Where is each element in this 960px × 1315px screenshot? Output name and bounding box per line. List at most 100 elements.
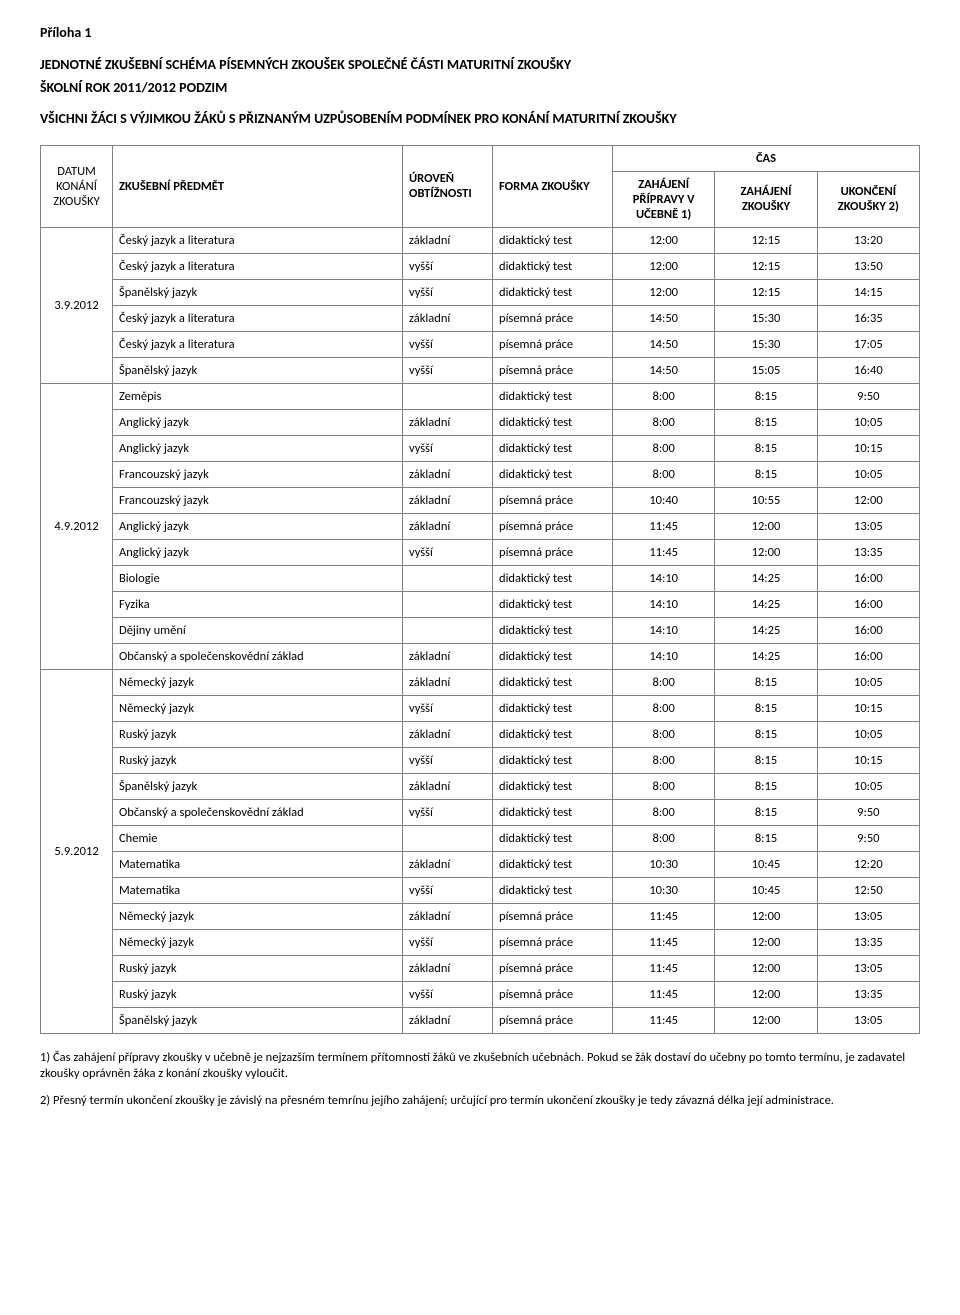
cell-end-exam: 16:00 xyxy=(817,643,919,669)
table-row: Občanský a společenskovědní základzáklad… xyxy=(41,643,920,669)
table-row: Český jazyk a literaturavyššídidaktický … xyxy=(41,253,920,279)
cell-start-exam: 12:00 xyxy=(715,903,817,929)
cell-level: základní xyxy=(403,513,493,539)
cell-subject: Český jazyk a literatura xyxy=(113,305,403,331)
cell-start-exam: 10:45 xyxy=(715,877,817,903)
cell-level: vyšší xyxy=(403,747,493,773)
cell-level: základní xyxy=(403,461,493,487)
cell-start-prep: 14:10 xyxy=(613,565,715,591)
table-row: Anglický jazykzákladnídidaktický test8:0… xyxy=(41,409,920,435)
cell-start-prep: 11:45 xyxy=(613,1007,715,1033)
cell-subject: Zeměpis xyxy=(113,383,403,409)
cell-start-prep: 10:40 xyxy=(613,487,715,513)
cell-start-prep: 10:30 xyxy=(613,877,715,903)
cell-end-exam: 10:05 xyxy=(817,669,919,695)
cell-level: základní xyxy=(403,851,493,877)
cell-start-prep: 8:00 xyxy=(613,825,715,851)
subtitle: ŠKOLNÍ ROK 2011/2012 PODZIM xyxy=(40,79,920,96)
footnotes: 1) Čas zahájení přípravy zkoušky v učebn… xyxy=(40,1050,920,1111)
cell-form: písemná práce xyxy=(493,487,613,513)
cell-start-prep: 8:00 xyxy=(613,799,715,825)
table-row: Anglický jazykzákladnípísemná práce11:45… xyxy=(41,513,920,539)
table-row: Německý jazykzákladnípísemná práce11:451… xyxy=(41,903,920,929)
cell-level xyxy=(403,565,493,591)
cell-start-prep: 11:45 xyxy=(613,981,715,1007)
cell-subject: Francouzský jazyk xyxy=(113,461,403,487)
cell-form: didaktický test xyxy=(493,565,613,591)
cell-start-prep: 8:00 xyxy=(613,695,715,721)
cell-level: vyšší xyxy=(403,357,493,383)
cell-start-exam: 12:15 xyxy=(715,227,817,253)
cell-form: didaktický test xyxy=(493,253,613,279)
cell-start-exam: 14:25 xyxy=(715,617,817,643)
cell-end-exam: 10:05 xyxy=(817,721,919,747)
cell-start-prep: 8:00 xyxy=(613,721,715,747)
cell-form: didaktický test xyxy=(493,617,613,643)
cell-subject: Německý jazyk xyxy=(113,903,403,929)
cell-level: vyšší xyxy=(403,435,493,461)
cell-level: vyšší xyxy=(403,981,493,1007)
cell-form: písemná práce xyxy=(493,955,613,981)
cell-level xyxy=(403,617,493,643)
cell-end-exam: 10:15 xyxy=(817,695,919,721)
cell-subject: Německý jazyk xyxy=(113,695,403,721)
cell-level: vyšší xyxy=(403,331,493,357)
cell-level: základní xyxy=(403,643,493,669)
cell-subject: Ruský jazyk xyxy=(113,981,403,1007)
table-row: Český jazyk a literaturavyššípísemná prá… xyxy=(41,331,920,357)
cell-start-exam: 12:00 xyxy=(715,1007,817,1033)
cell-subject: Německý jazyk xyxy=(113,929,403,955)
cell-form: písemná práce xyxy=(493,981,613,1007)
cell-subject: Český jazyk a literatura xyxy=(113,331,403,357)
cell-start-prep: 8:00 xyxy=(613,773,715,799)
cell-form: didaktický test xyxy=(493,877,613,903)
cell-end-exam: 13:20 xyxy=(817,227,919,253)
cell-form: písemná práce xyxy=(493,305,613,331)
table-row: Chemiedidaktický test8:008:159:50 xyxy=(41,825,920,851)
cell-start-exam: 10:55 xyxy=(715,487,817,513)
cell-start-exam: 15:30 xyxy=(715,305,817,331)
table-row: Anglický jazykvyššídidaktický test8:008:… xyxy=(41,435,920,461)
table-row: 5.9.2012Německý jazykzákladnídidaktický … xyxy=(41,669,920,695)
cell-form: písemná práce xyxy=(493,513,613,539)
cell-form: didaktický test xyxy=(493,643,613,669)
cell-end-exam: 13:35 xyxy=(817,539,919,565)
cell-form: didaktický test xyxy=(493,669,613,695)
cell-subject: Anglický jazyk xyxy=(113,435,403,461)
th-end-exam: UKONČENÍ ZKOUŠKY 2) xyxy=(817,171,919,227)
cell-start-prep: 12:00 xyxy=(613,227,715,253)
cell-end-exam: 10:05 xyxy=(817,773,919,799)
cell-start-exam: 8:15 xyxy=(715,695,817,721)
cell-form: didaktický test xyxy=(493,227,613,253)
cell-start-exam: 8:15 xyxy=(715,409,817,435)
th-level: ÚROVEŇ OBTÍŽNOSTI xyxy=(403,145,493,227)
cell-level xyxy=(403,383,493,409)
cell-date: 4.9.2012 xyxy=(41,383,113,669)
variant-line: VŠICHNI ŽÁCI S VÝJIMKOU ŽÁKŮ S PŘIZNANÝM… xyxy=(40,110,920,127)
cell-subject: Ruský jazyk xyxy=(113,747,403,773)
cell-subject: Anglický jazyk xyxy=(113,409,403,435)
main-title: JEDNOTNÉ ZKUŠEBNÍ SCHÉMA PÍSEMNÝCH ZKOUŠ… xyxy=(40,55,920,75)
footnote-1: 1) Čas zahájení přípravy zkoušky v učebn… xyxy=(40,1050,920,1084)
table-row: Ruský jazykvyššípísemná práce11:4512:001… xyxy=(41,981,920,1007)
cell-start-exam: 14:25 xyxy=(715,591,817,617)
table-row: Matematikazákladnídidaktický test10:3010… xyxy=(41,851,920,877)
cell-end-exam: 16:00 xyxy=(817,565,919,591)
cell-form: didaktický test xyxy=(493,279,613,305)
cell-level: základní xyxy=(403,409,493,435)
cell-start-exam: 8:15 xyxy=(715,435,817,461)
cell-subject: Ruský jazyk xyxy=(113,955,403,981)
cell-start-prep: 14:50 xyxy=(613,331,715,357)
cell-start-prep: 8:00 xyxy=(613,435,715,461)
cell-end-exam: 9:50 xyxy=(817,383,919,409)
cell-level: základní xyxy=(403,903,493,929)
cell-end-exam: 16:40 xyxy=(817,357,919,383)
cell-start-exam: 8:15 xyxy=(715,747,817,773)
th-cas: ČAS xyxy=(613,145,920,171)
cell-start-exam: 8:15 xyxy=(715,799,817,825)
th-date: DATUM KONÁNÍ ZKOUŠKY xyxy=(41,145,113,227)
cell-start-exam: 12:00 xyxy=(715,539,817,565)
cell-end-exam: 16:00 xyxy=(817,591,919,617)
cell-start-prep: 8:00 xyxy=(613,747,715,773)
cell-end-exam: 10:15 xyxy=(817,435,919,461)
